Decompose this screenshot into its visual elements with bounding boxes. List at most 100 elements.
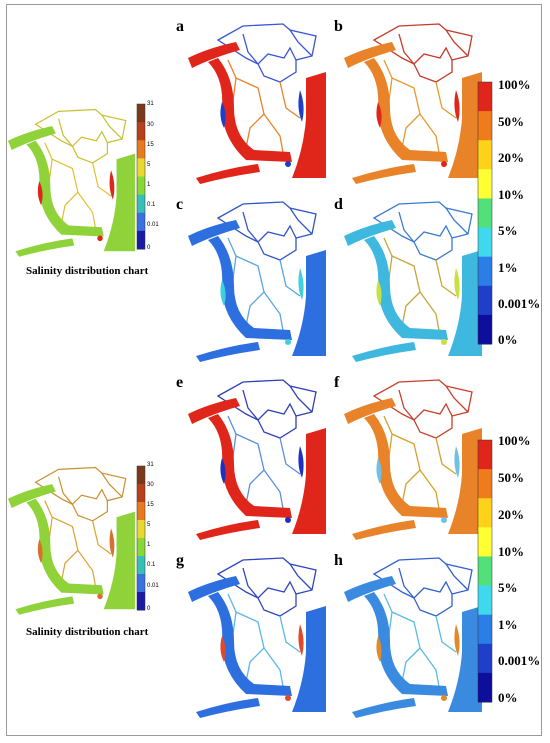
pct-legend-tick: 10% (498, 187, 524, 202)
channel-network (445, 207, 469, 235)
south-outlet (352, 164, 416, 184)
south-outlet (352, 520, 416, 540)
east-channel (103, 511, 135, 610)
small-legend-tick: 31 (147, 462, 154, 468)
percent-legend-swatch (478, 672, 492, 703)
small-legend-tick: 0.01 (147, 222, 159, 228)
pct-legend-tick: 5% (498, 223, 518, 238)
accent-blob (454, 446, 460, 478)
percent-legend-swatch (478, 527, 492, 557)
pct-legend-tick: 50% (498, 470, 524, 485)
east-channel (292, 250, 326, 356)
accent-blob (454, 90, 460, 122)
percent-legend-swatch (478, 82, 492, 112)
percent-legend-border (477, 439, 493, 703)
south-outlet (196, 520, 260, 540)
channel-network (101, 472, 123, 498)
north-channel (8, 126, 56, 150)
pct-legend-tick: 1% (498, 617, 518, 632)
accent-blob (298, 268, 304, 300)
channel-network (413, 60, 453, 83)
panel-label-h: h (334, 552, 343, 569)
pct-legend-tick: 20% (498, 150, 524, 165)
salinity-legend-swatch (137, 538, 145, 557)
accent-blob (220, 102, 226, 128)
salinity-legend-swatch (137, 176, 145, 196)
channel-network (101, 114, 123, 140)
small-legend-tick: 30 (147, 122, 154, 128)
south-outlet (352, 342, 416, 362)
channel-network (242, 389, 259, 421)
salinity-legend-swatch (137, 556, 145, 575)
inner-river (401, 291, 421, 327)
channel-network (413, 238, 453, 261)
salinity-legend-swatch (137, 502, 145, 521)
channel-network (413, 416, 453, 439)
channel-network (257, 60, 297, 83)
inner-river (245, 291, 265, 327)
channel-network (445, 29, 469, 57)
accent-blob (109, 528, 115, 558)
accent-blob (220, 280, 226, 306)
east-channel (292, 606, 326, 712)
salinity-legend-swatch (137, 520, 145, 539)
inner-river (245, 469, 265, 505)
accent-blob (454, 624, 460, 656)
small-legend-tick: 0.01 (147, 583, 159, 589)
percent-legend-swatch (478, 440, 492, 470)
map-panel-c (188, 201, 326, 362)
north-channel (188, 576, 240, 602)
inner-river (279, 259, 301, 297)
inner-river (435, 615, 457, 653)
channel-network (58, 476, 73, 505)
percent-legend-border (477, 81, 493, 345)
inner-river (279, 615, 301, 653)
channel-network (445, 563, 469, 591)
salinity-legend-swatch (137, 574, 145, 593)
salinity-map-top (8, 108, 135, 257)
accent-blob (376, 102, 382, 128)
inner-river (401, 647, 421, 683)
inner-river (92, 520, 112, 555)
channel-network (289, 207, 313, 235)
small-legend-tick: 31 (147, 101, 154, 107)
figure-frame (6, 4, 542, 736)
panel-label-e: e (176, 374, 184, 391)
percent-legend-swatch (478, 285, 492, 316)
channel-network (257, 416, 297, 439)
inner-river (279, 81, 301, 119)
panel-label-f: f (334, 374, 340, 391)
small-legend-tick: 15 (147, 502, 154, 508)
salinity-legend-swatch (137, 212, 145, 232)
accent-blob (376, 636, 382, 662)
channel-network (58, 118, 73, 147)
accent-point (285, 339, 291, 345)
percent-legend-swatch (478, 498, 492, 528)
pct-legend-tick: 10% (498, 544, 524, 559)
east-channel (103, 153, 135, 252)
accent-blob (376, 458, 382, 484)
east-channel (448, 72, 482, 178)
north-channel (344, 220, 396, 246)
accent-point (441, 517, 447, 523)
small-legend-tick: 0 (147, 606, 151, 612)
accent-blob (109, 170, 115, 200)
accent-point (441, 339, 447, 345)
east-channel (292, 428, 326, 534)
inner-river (401, 113, 421, 149)
salinity-legend-border (136, 103, 146, 250)
inner-river (401, 469, 421, 505)
small-legend-tick: 0 (147, 245, 151, 251)
channel-network (71, 500, 108, 522)
east-channel (448, 250, 482, 356)
panel-label-g: g (176, 552, 184, 569)
west-channel (208, 236, 292, 340)
accent-blob (298, 624, 304, 656)
percent-legend-swatch (478, 227, 492, 258)
west-channel (364, 592, 448, 696)
salinity-map-bottom (8, 466, 135, 615)
accent-blob (298, 446, 304, 478)
west-channel (208, 414, 292, 518)
north-channel (188, 220, 240, 246)
